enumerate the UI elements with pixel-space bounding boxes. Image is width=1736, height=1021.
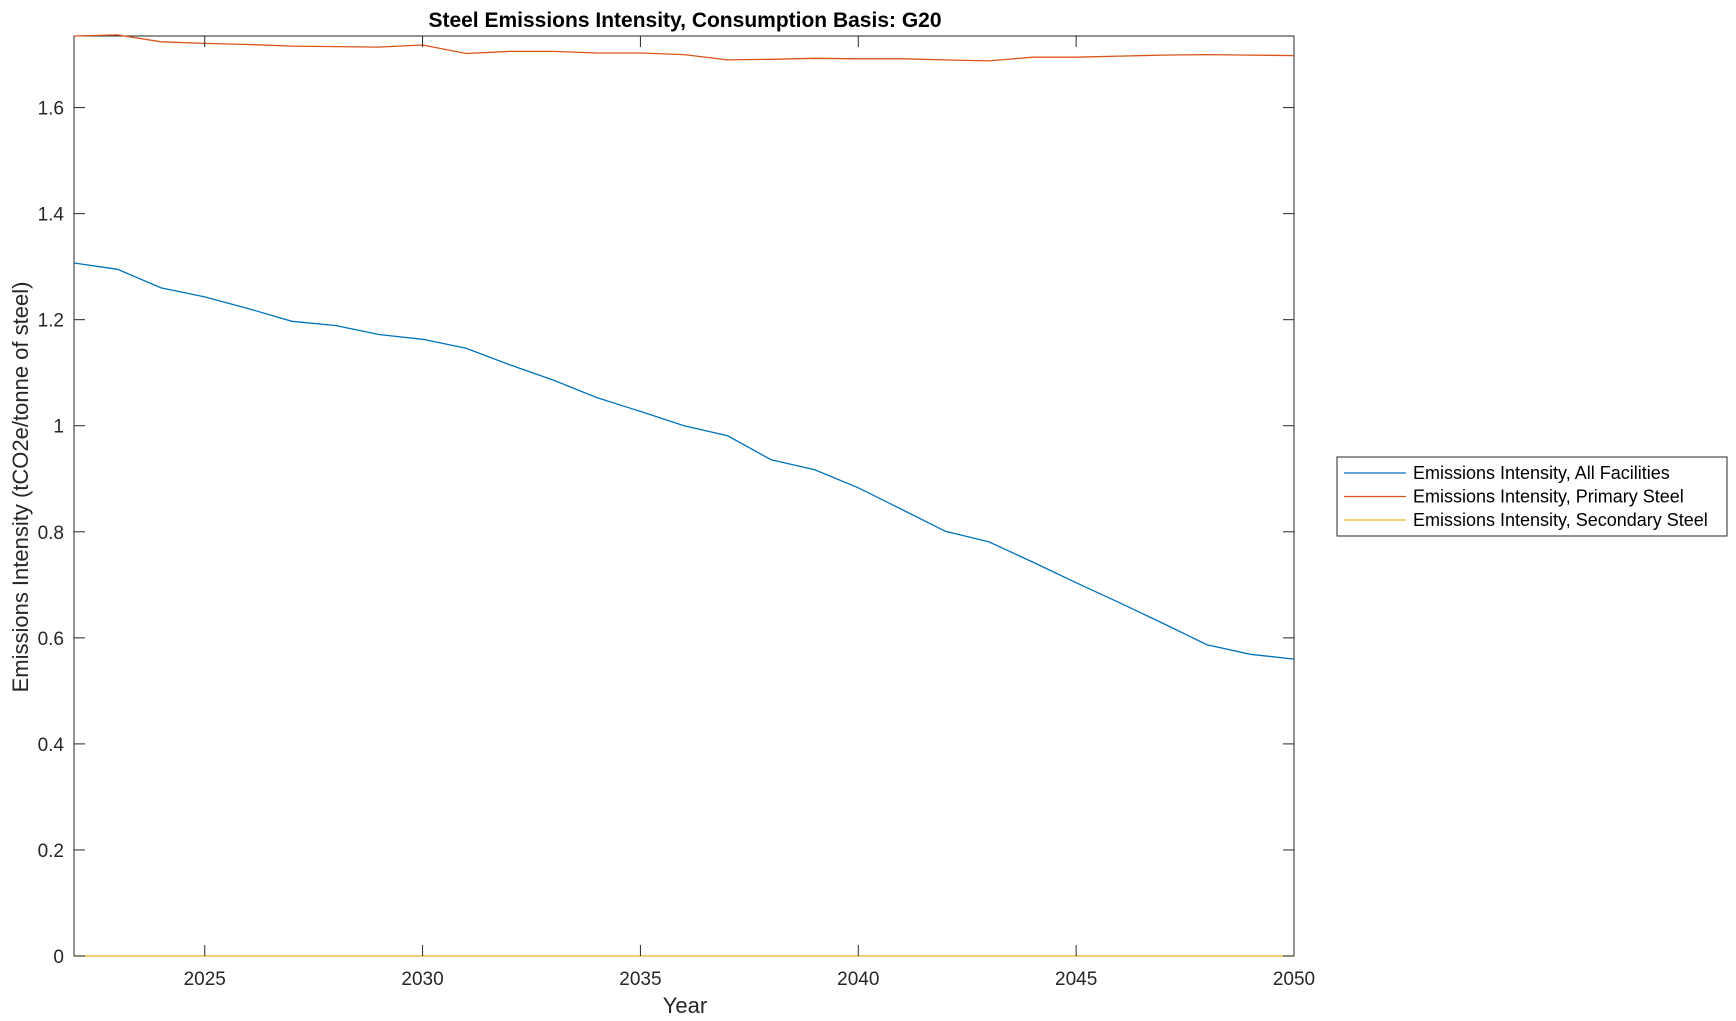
y-tick-label: 1.4 (38, 205, 65, 226)
series-line-1 (73, 262, 1295, 660)
y-axis-ticks: 0 0.2 0.4 0.6 0.8 1 1.2 1.4 1.6 (38, 99, 1294, 968)
y-tick-label: 1 (53, 417, 64, 438)
axes-box (73, 35, 1295, 957)
x-axis-ticks: 2025 2030 2035 2040 2045 2050 (184, 36, 1315, 990)
x-tick-label: 2045 (1055, 969, 1097, 990)
legend-entry-2: Emissions Intensity, Primary Steel (1413, 487, 1684, 507)
legend: Emissions Intensity, All Facilities Emiss… (1336, 456, 1728, 537)
y-tick-label: 0.8 (38, 523, 64, 544)
legend-entry-3: Emissions Intensity, Secondary Steel (1413, 510, 1708, 530)
y-tick-label: 0.2 (38, 841, 64, 862)
x-axis-label: Year (663, 993, 707, 1018)
x-tick-label: 2030 (401, 969, 443, 990)
x-tick-label: 2035 (619, 969, 661, 990)
y-tick-label: 1.2 (38, 311, 64, 332)
chart-title: Steel Emissions Intensity, Consumption B… (428, 9, 941, 32)
legend-entry-1: Emissions Intensity, All Facilities (1413, 463, 1670, 483)
x-tick-label: 2050 (1273, 969, 1315, 990)
plot-area: 2025 2030 2035 2040 2045 2050 0 0.2 0.4 0.6 0.8 1 1… (38, 34, 1315, 990)
y-tick-label: 1.6 (38, 99, 64, 120)
y-axis-label: Emissions Intensity (tCO2e/tonne of stee… (8, 282, 33, 693)
y-tick-label: 0.6 (38, 629, 64, 650)
x-tick-label: 2040 (837, 969, 879, 990)
series-layer (73, 34, 1295, 957)
y-tick-label: 0 (53, 947, 64, 968)
series-line-2 (73, 34, 1295, 62)
x-tick-label: 2025 (184, 969, 226, 990)
y-tick-label: 0.4 (38, 735, 65, 756)
